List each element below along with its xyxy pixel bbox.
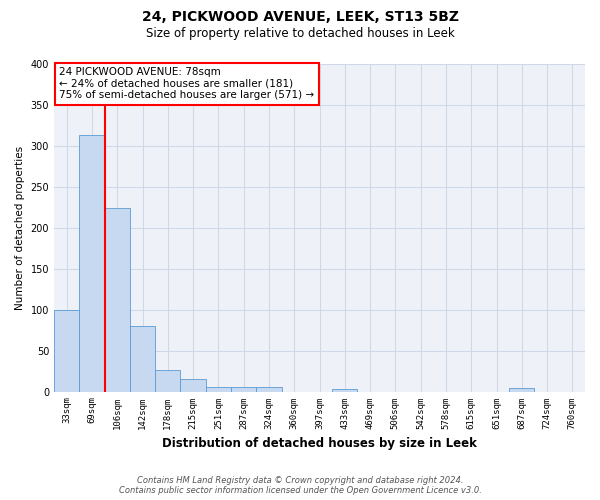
Bar [509, 388, 535, 392]
Bar [256, 386, 281, 392]
Text: 24, PICKWOOD AVENUE, LEEK, ST13 5BZ: 24, PICKWOOD AVENUE, LEEK, ST13 5BZ [142, 10, 458, 24]
Bar [79, 135, 104, 392]
Bar [181, 380, 206, 392]
Bar [206, 388, 231, 392]
Bar [231, 388, 256, 392]
Text: 24 PICKWOOD AVENUE: 78sqm
← 24% of detached houses are smaller (181)
75% of semi: 24 PICKWOOD AVENUE: 78sqm ← 24% of detac… [59, 68, 314, 100]
Bar [54, 310, 79, 392]
Y-axis label: Number of detached properties: Number of detached properties [15, 146, 25, 310]
Text: Contains HM Land Registry data © Crown copyright and database right 2024.
Contai: Contains HM Land Registry data © Crown c… [119, 476, 481, 495]
Bar [130, 326, 155, 392]
Bar [332, 389, 358, 392]
Text: Size of property relative to detached houses in Leek: Size of property relative to detached ho… [146, 28, 454, 40]
Bar [155, 370, 181, 392]
X-axis label: Distribution of detached houses by size in Leek: Distribution of detached houses by size … [162, 437, 477, 450]
Bar [104, 208, 130, 392]
